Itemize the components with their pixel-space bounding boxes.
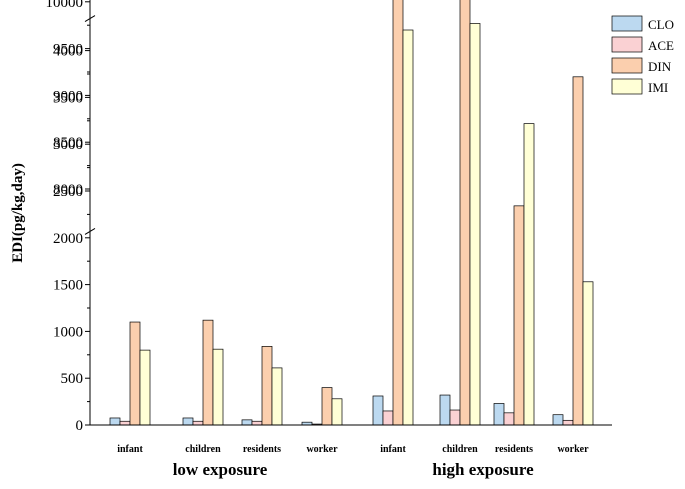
legend-swatch-clo xyxy=(611,15,643,32)
y-tick-label-upper-1: 8500 xyxy=(53,135,83,151)
bar-clo-2 xyxy=(241,419,253,426)
category-label-4: infant xyxy=(380,444,406,455)
legend-swatch-ace xyxy=(611,36,643,53)
bar-din-1 xyxy=(202,319,214,426)
y-tick-label-lower-8: 4000 xyxy=(53,44,83,60)
bar-din-0 xyxy=(129,321,141,426)
y-tick-label-lower-6: 3000 xyxy=(53,137,83,153)
bar-clo-6 xyxy=(493,403,505,426)
bar-imi-4 xyxy=(402,29,414,426)
y-axis: 0 500 1000 1500 2000 2500 3000 3500 4000 8000 8500… xyxy=(46,0,612,434)
y-tick-label-lower-2: 1000 xyxy=(53,324,83,340)
y-tick-label-lower-3: 1500 xyxy=(53,278,83,294)
legend-label-din: DIN xyxy=(648,59,672,74)
legend-label-clo: CLO xyxy=(648,17,674,32)
bar-din-6 xyxy=(513,205,525,426)
category-label-2: residents xyxy=(243,444,281,455)
category-label-1: children xyxy=(185,444,221,455)
bar-ace-0 xyxy=(119,420,131,426)
bar-ace-4 xyxy=(382,410,394,426)
bar-imi-5 xyxy=(469,23,481,426)
group-label-0: low exposure xyxy=(173,460,268,479)
bar-clo-7 xyxy=(552,414,564,426)
group-label-1: high exposure xyxy=(432,460,534,479)
category-label-5: children xyxy=(442,444,478,455)
legend-swatch-din xyxy=(611,57,643,74)
category-label-3: worker xyxy=(306,444,338,455)
y-axis-title: EDI(pg/kg,day) xyxy=(10,163,26,263)
y-tick-label-lower-0: 0 xyxy=(76,418,84,434)
legend: CLO ACE DIN IMI xyxy=(611,15,674,95)
y-tick-label-upper-2: 9000 xyxy=(53,88,83,104)
bar-imi-0 xyxy=(139,349,151,426)
bar-din-5 xyxy=(459,0,471,426)
bar-imi-7 xyxy=(582,281,594,426)
labels-layer: infant children residents worker infant child… xyxy=(117,444,589,479)
bar-imi-1 xyxy=(212,348,224,426)
bar-clo-0 xyxy=(109,417,121,426)
bar-ace-2 xyxy=(251,420,263,426)
bars-layer xyxy=(109,0,594,426)
bar-din-2 xyxy=(261,346,273,426)
bar-ace-7 xyxy=(562,419,574,426)
legend-label-ace: ACE xyxy=(648,38,674,53)
bar-ace-6 xyxy=(503,412,515,426)
category-label-0: infant xyxy=(117,444,143,455)
bar-clo-4 xyxy=(372,395,384,426)
bar-din-3 xyxy=(321,387,333,426)
y-tick-label-lower-1: 500 xyxy=(61,371,84,387)
bar-imi-2 xyxy=(271,367,283,426)
bar-imi-6 xyxy=(523,123,535,426)
axis-break-mark-lower xyxy=(84,15,96,22)
category-label-7: worker xyxy=(557,444,589,455)
y-tick-label-upper-0: 8000 xyxy=(53,182,83,198)
category-label-6: residents xyxy=(495,444,533,455)
bar-clo-5 xyxy=(439,394,451,426)
bar-ace-1 xyxy=(192,420,204,426)
y-tick-label-lower-5: 2500 xyxy=(53,184,83,200)
bar-imi-3 xyxy=(331,398,343,426)
y-tick-label-lower-4: 2000 xyxy=(53,231,83,247)
bar-din-7 xyxy=(572,76,584,426)
y-tick-label-lower-7: 3500 xyxy=(53,90,83,106)
legend-swatch-imi xyxy=(611,78,643,95)
y-tick-label-upper-4: 10000 xyxy=(46,0,84,11)
axis-break-mark-upper xyxy=(84,228,96,235)
bar-ace-5 xyxy=(449,409,461,426)
y-tick-label-upper-3: 9500 xyxy=(53,42,83,58)
bar-clo-1 xyxy=(182,417,194,426)
legend-label-imi: IMI xyxy=(648,80,668,95)
bar-din-4 xyxy=(392,0,404,426)
